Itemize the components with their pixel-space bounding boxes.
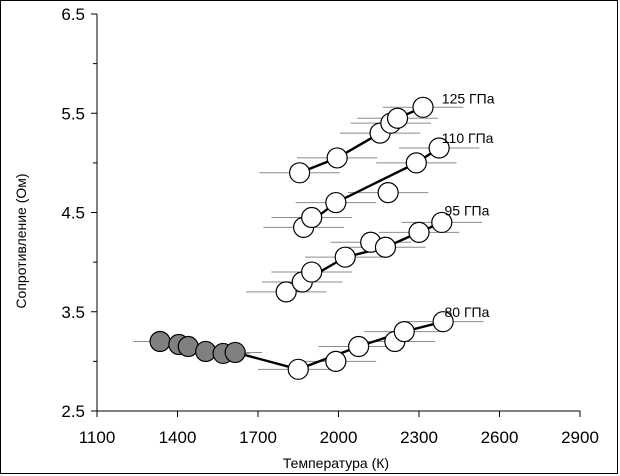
- open-data-point: [405, 152, 427, 174]
- x-tick-label: 2900: [561, 428, 599, 447]
- y-tick-label: 2.5: [61, 402, 85, 421]
- open-data-point: [325, 191, 347, 214]
- open-data-point: [377, 182, 399, 204]
- open-data-point: [431, 211, 453, 234]
- x-tick-label: 2300: [400, 428, 438, 447]
- x-tick-label: 1400: [159, 428, 197, 447]
- filled-data-point: [224, 341, 246, 364]
- open-data-point: [288, 162, 311, 184]
- open-data-point: [386, 107, 409, 129]
- series-line: [297, 320, 444, 371]
- open-data-point: [301, 206, 323, 229]
- y-tick-label: 6.5: [61, 5, 85, 24]
- series-label: 80 ГПа: [444, 304, 489, 320]
- series-label: 110 ГПа: [442, 130, 494, 146]
- filled-data-point: [177, 335, 199, 358]
- axes-layer: [91, 13, 581, 417]
- x-tick-label: 1700: [239, 428, 277, 447]
- filled-data-point: [149, 330, 171, 353]
- series-labels-layer: 125 ГПа 110 ГПа 95 ГПа 80 ГПа: [442, 90, 495, 319]
- open-data-point: [301, 261, 323, 283]
- x-tick-label: 2000: [320, 428, 358, 447]
- filled-data-point: [195, 340, 217, 363]
- open-data-point: [374, 236, 397, 258]
- y-axis-title: Сопротивление (Ом): [13, 173, 29, 308]
- series-label: 95 ГПа: [444, 203, 489, 219]
- y-tick-label: 4.5: [61, 204, 85, 223]
- open-data-point: [326, 147, 348, 169]
- open-data-point: [432, 311, 454, 333]
- open-data-point: [348, 335, 370, 358]
- open-data-point: [275, 281, 297, 303]
- open-data-point: [287, 358, 309, 380]
- open-data-point: [412, 96, 434, 118]
- open-data-point: [325, 350, 347, 372]
- points-layer: [149, 96, 454, 380]
- open-data-point: [393, 321, 415, 343]
- open-data-point: [428, 137, 450, 159]
- x-tick-label: 1100: [79, 428, 116, 447]
- x-tick-label: 2600: [481, 428, 519, 447]
- y-tick-label: 5.5: [61, 104, 85, 123]
- tick-labels-layer: 1100 1400 1700 2000 2300 2600 2900 2.5 3.5 4.5 5.5…: [61, 5, 599, 447]
- series-label: 125 ГПа: [442, 90, 495, 106]
- open-data-point: [408, 221, 430, 243]
- open-data-point: [334, 246, 356, 268]
- y-tick-label: 3.5: [61, 303, 85, 322]
- x-axis-title: Температура (К): [283, 455, 389, 471]
